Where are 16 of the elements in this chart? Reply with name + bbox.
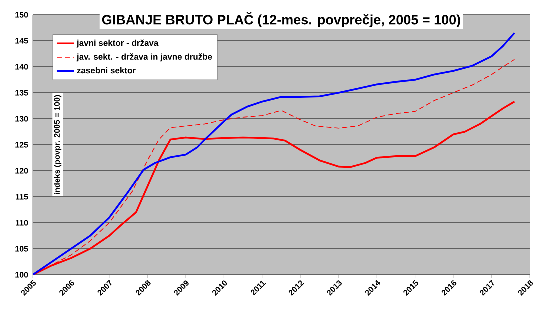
y-tick-label: 145 xyxy=(16,38,28,44)
y-tick-label: 135 xyxy=(16,90,28,96)
chart-title: GIBANJE BRUTO PLAČ (12-mes. povprečje, 2005 = 100) xyxy=(102,12,460,28)
y-tick-label: 110 xyxy=(16,220,28,226)
y-tick-label: 115 xyxy=(16,194,28,200)
y-tick-label: 150 xyxy=(16,12,28,18)
y-tick-label: 130 xyxy=(16,116,28,122)
y-tick-label: 105 xyxy=(16,246,28,252)
y-tick-label: 100 xyxy=(16,272,28,278)
y-tick-label: 140 xyxy=(16,64,28,70)
legend-label: zasebni sektor xyxy=(77,67,136,74)
y-tick-label: 120 xyxy=(16,168,28,174)
y-axis-title: indeks (povpr. 2005 = 100) xyxy=(54,95,62,194)
legend-label: javni sektor - država xyxy=(76,40,159,48)
legend-label: jav. sekt. - država in javne družbe xyxy=(76,54,212,62)
y-tick-label: 125 xyxy=(16,142,28,148)
